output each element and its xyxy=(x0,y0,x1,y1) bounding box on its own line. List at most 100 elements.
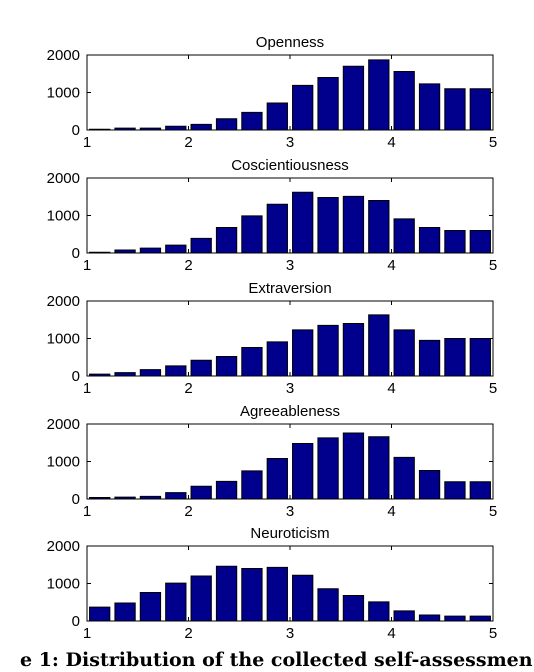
histogram-bar xyxy=(342,595,365,622)
histogram-bar xyxy=(89,251,111,254)
histogram-bar xyxy=(215,118,238,131)
x-tick-label: 2 xyxy=(184,503,192,520)
histogram-bar xyxy=(292,191,314,254)
histogram-bar xyxy=(266,203,288,254)
histogram-bar xyxy=(418,227,441,254)
histogram-bar xyxy=(89,497,111,500)
y-tick-label: 0 xyxy=(72,613,80,630)
y-tick-label: 2000 xyxy=(47,47,80,64)
histogram-bar xyxy=(393,218,415,254)
histogram-bar xyxy=(266,102,288,131)
x-tick-label: 4 xyxy=(387,503,395,520)
x-tick-label: 2 xyxy=(184,625,192,642)
histogram-bar xyxy=(165,365,187,377)
y-tick-label: 1000 xyxy=(47,454,80,471)
histogram-bar xyxy=(368,200,390,254)
histogram-bar xyxy=(190,123,212,131)
histogram-bar xyxy=(469,481,491,500)
y-tick-label: 0 xyxy=(72,491,80,508)
histogram-bar xyxy=(165,244,187,254)
histogram-bar xyxy=(165,492,187,500)
histogram-bar xyxy=(215,480,238,500)
histogram-bar xyxy=(393,610,415,622)
y-tick-label: 2000 xyxy=(47,293,80,310)
histogram-bar xyxy=(114,496,136,500)
histogram-bar xyxy=(368,436,390,500)
x-tick-label: 3 xyxy=(286,625,294,642)
histogram-bar xyxy=(444,338,466,377)
histogram-bar xyxy=(139,495,162,500)
x-tick-label: 2 xyxy=(184,380,192,397)
panel-title: Coscientiousness xyxy=(231,157,349,174)
histogram-bar xyxy=(469,230,491,254)
histogram-bar xyxy=(190,237,212,254)
histogram-bar xyxy=(114,249,136,254)
x-tick-label: 3 xyxy=(286,134,294,151)
histogram-bar xyxy=(368,601,390,622)
histogram-bar xyxy=(241,347,263,377)
histogram-bar xyxy=(469,338,491,377)
histogram-bar xyxy=(418,339,441,377)
histogram-bar xyxy=(342,65,365,131)
y-tick-label: 0 xyxy=(72,122,80,139)
histogram-bar xyxy=(292,443,314,500)
histogram-bar xyxy=(393,329,415,377)
panel-agreeableness: Agreeableness 1 2 3 4 5 0 1000 2000 xyxy=(47,403,498,520)
histogram-bar xyxy=(292,574,314,622)
histogram-bar xyxy=(292,329,314,377)
histogram-bar xyxy=(444,230,466,254)
histogram-bar xyxy=(139,592,162,622)
histogram-bar xyxy=(241,568,263,622)
histogram-bar xyxy=(317,197,339,254)
histogram-bar xyxy=(342,323,365,377)
histogram-bar xyxy=(266,458,288,500)
panel-title: Neuroticism xyxy=(250,525,329,542)
y-tick-label: 1000 xyxy=(47,85,80,102)
histogram-bar xyxy=(469,88,491,131)
histogram-bar xyxy=(317,588,339,622)
histogram-bar xyxy=(317,437,339,500)
panel-title: Openness xyxy=(256,34,324,51)
x-tick-label: 1 xyxy=(83,625,91,642)
x-tick-label: 1 xyxy=(83,257,91,274)
y-tick-label: 2000 xyxy=(47,538,80,555)
histogram-bar xyxy=(444,481,466,500)
histogram-bar xyxy=(418,614,441,622)
histogram-bar xyxy=(368,314,390,377)
histogram-bar xyxy=(114,372,136,377)
y-tick-label: 2000 xyxy=(47,170,80,187)
y-tick-label: 1000 xyxy=(47,331,80,348)
y-tick-label: 0 xyxy=(72,368,80,385)
histogram-bar xyxy=(139,247,162,254)
x-tick-label: 4 xyxy=(387,380,395,397)
histogram-bar xyxy=(418,83,441,131)
histogram-bar xyxy=(190,575,212,622)
x-tick-label: 5 xyxy=(489,380,497,397)
x-tick-label: 5 xyxy=(489,503,497,520)
x-tick-label: 5 xyxy=(489,134,497,151)
x-tick-label: 4 xyxy=(387,134,395,151)
histogram-bar xyxy=(139,369,162,377)
x-tick-label: 4 xyxy=(387,625,395,642)
histogram-bar xyxy=(266,566,288,622)
histogram-bar xyxy=(190,359,212,377)
histogram-bar xyxy=(317,77,339,131)
histogram-bar xyxy=(215,356,238,377)
x-tick-label: 2 xyxy=(184,257,192,274)
histogram-bar xyxy=(241,215,263,254)
histogram-bar xyxy=(165,125,187,131)
panel-openness: Openness 1 2 3 4 5 0 1000 2000 xyxy=(47,34,498,151)
histogram-bar xyxy=(444,615,466,622)
histogram-bar xyxy=(165,582,187,622)
y-tick-label: 0 xyxy=(72,245,80,262)
histogram-bar xyxy=(317,324,339,377)
x-tick-label: 3 xyxy=(286,380,294,397)
histogram-bar xyxy=(418,470,441,500)
histogram-bar xyxy=(342,432,365,500)
histogram-bar xyxy=(469,615,491,622)
histogram-bar xyxy=(89,373,111,377)
histogram-bar xyxy=(89,128,111,131)
panel-neuroticism: Neuroticism 1 2 3 4 5 0 1000 2000 xyxy=(47,525,498,642)
